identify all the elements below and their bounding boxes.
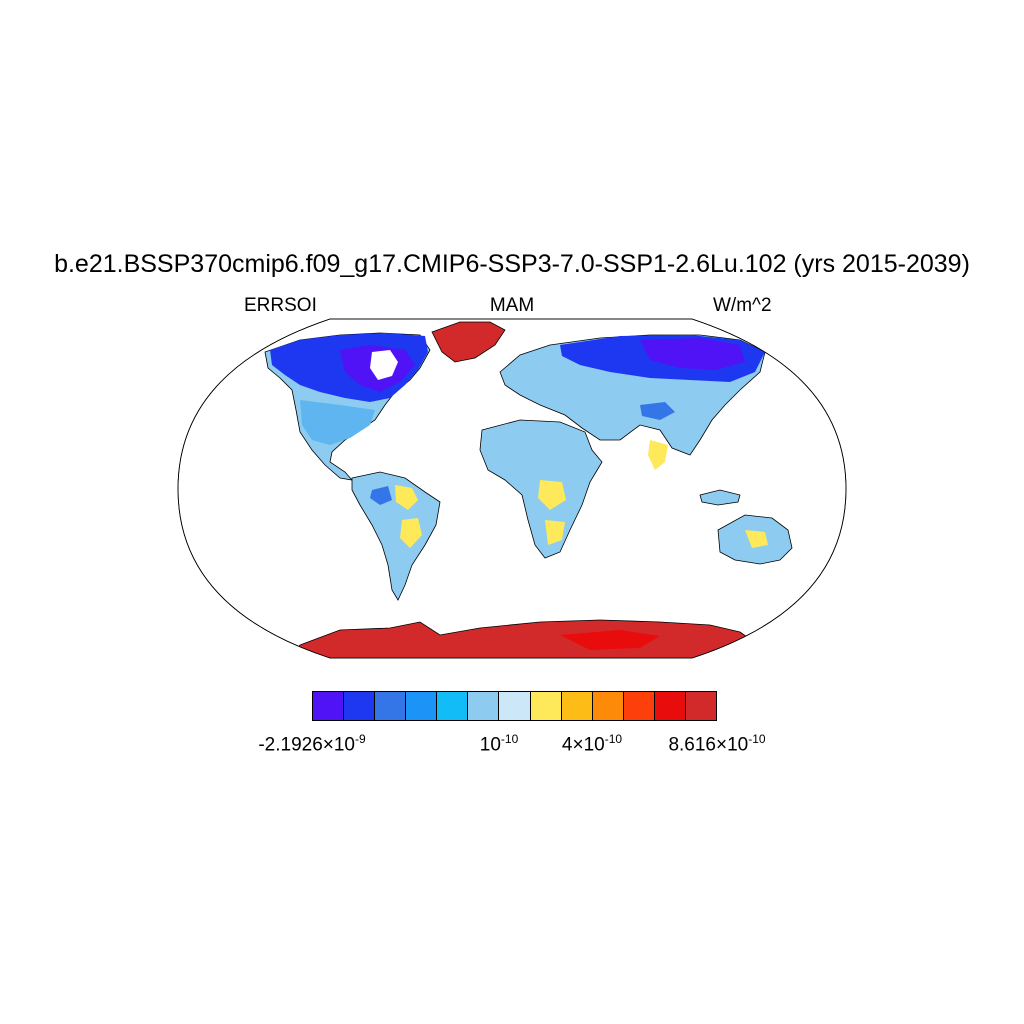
- south-america-yellow-2: [400, 518, 422, 548]
- colorbar-bin: [374, 691, 407, 721]
- africa-yellow-2: [545, 520, 565, 545]
- colorbar-bin: [436, 691, 469, 721]
- colorbar-bin: [529, 691, 562, 721]
- colorbar-bin: [498, 691, 531, 721]
- season-label: MAM: [489, 295, 535, 316]
- colorbar-bin: [405, 691, 438, 721]
- colorbar-bin: [467, 691, 500, 721]
- colorbar-bin: [622, 691, 655, 721]
- antarctica-bright: [560, 630, 660, 650]
- colorbar-bin: [560, 691, 593, 721]
- colorbar-label-1: 10-10: [479, 732, 519, 756]
- india-yellow: [648, 440, 668, 470]
- colorbar-bin: [684, 691, 718, 721]
- colorbar-label-max: 8.616×10-10: [668, 732, 766, 756]
- colorbar: [312, 691, 718, 721]
- colorbar-bin: [343, 691, 376, 721]
- tibet-blue: [640, 402, 675, 420]
- colorbar-label-2: 4×10-10: [561, 732, 623, 756]
- australia-yellow: [745, 530, 768, 548]
- colorbar-bin: [653, 691, 686, 721]
- south-america-yellow-1: [395, 485, 418, 510]
- us-light: [300, 400, 375, 445]
- hudson-bay: [370, 350, 398, 380]
- colorbar-label-min: -2.1926×10-9: [258, 732, 366, 756]
- siberia-deep: [640, 338, 745, 370]
- page-title: b.e21.BSSP370cmip6.f09_g17.CMIP6-SSP3-7.…: [54, 250, 970, 278]
- indonesia: [699, 489, 741, 506]
- colorbar-bin: [312, 691, 345, 721]
- greenland: [431, 321, 506, 363]
- colorbar-bin: [591, 691, 624, 721]
- variable-label: ERRSOI: [244, 295, 317, 316]
- south-america-blue: [370, 486, 392, 505]
- africa-yellow-1: [538, 480, 566, 510]
- units-label: W/m^2: [713, 295, 772, 316]
- south-america: [351, 471, 441, 601]
